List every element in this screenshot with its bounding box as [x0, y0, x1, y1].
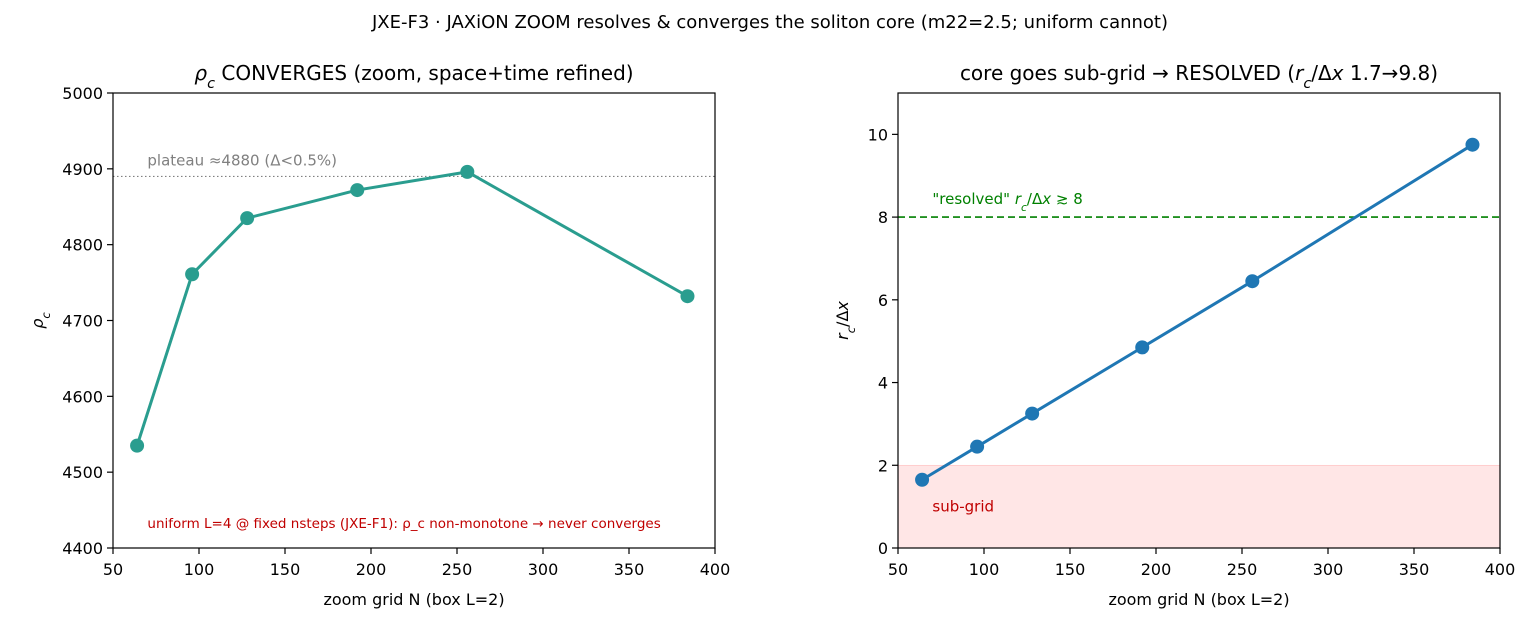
data-point: [185, 267, 200, 282]
x-tick-label: 250: [442, 560, 473, 579]
y-tick-label: 2: [878, 456, 888, 475]
y-axis-label: rc​/Δx: [833, 301, 858, 340]
shaded-region: [897, 464, 1501, 549]
y-tick-label: 10: [868, 125, 888, 144]
x-tick-label: 350: [1399, 560, 1430, 579]
annotation: uniform L=4 @ fixed nsteps (JXE-F1): ρ_c…: [147, 516, 660, 532]
x-tick-label: 150: [270, 560, 301, 579]
y-tick-label: 4: [878, 374, 888, 393]
x-tick-label: 50: [103, 560, 123, 579]
y-tick-label: 4400: [62, 539, 103, 558]
y-tick-label: 6: [878, 291, 888, 310]
x-tick-label: 400: [1485, 560, 1516, 579]
x-tick-label: 300: [1313, 560, 1344, 579]
y-tick-label: 0: [878, 539, 888, 558]
data-point: [680, 289, 695, 304]
data-point: [350, 183, 365, 198]
data-point: [130, 438, 145, 453]
data-point: [1465, 137, 1480, 152]
data-point: [460, 164, 475, 179]
y-axis-label: ρc​: [28, 312, 53, 329]
y-tick-label: 4500: [62, 463, 103, 482]
data-point: [1135, 340, 1150, 355]
x-tick-label: 350: [614, 560, 645, 579]
series-line: [135, 170, 689, 447]
x-tick-label: 50: [888, 560, 908, 579]
y-tick-label: 4800: [62, 236, 103, 255]
data-point: [1245, 274, 1260, 289]
chart-title: core goes sub-grid → RESOLVED (rc​/Δx 1.…: [960, 61, 1438, 92]
x-tick-label: 200: [1141, 560, 1172, 579]
chart-title: ρc​ CONVERGES (zoom, space+time refined): [194, 61, 633, 92]
x-axis-label: zoom grid N (box L=2): [1108, 590, 1289, 609]
x-tick-label: 200: [356, 560, 387, 579]
x-axis-label: zoom grid N (box L=2): [323, 590, 504, 609]
x-tick-label: 100: [969, 560, 1000, 579]
y-tick-label: 8: [878, 208, 888, 227]
data-point: [970, 439, 985, 454]
reference-line-label: plateau ≈4880 (Δ<0.5%): [147, 151, 337, 169]
x-tick-label: 100: [184, 560, 215, 579]
y-tick-label: 4700: [62, 312, 103, 331]
data-point: [240, 211, 255, 226]
x-tick-label: 250: [1227, 560, 1258, 579]
plot-frame: [897, 92, 1501, 549]
reference-line-label: "resolved" rc​/Δx ≳ 8: [932, 190, 1082, 214]
x-tick-label: 400: [700, 560, 731, 579]
figure-title: JXE-F3 · JAXiON ZOOM resolves & converge…: [371, 12, 1168, 33]
data-point: [915, 472, 930, 487]
left-chart: plateau ≈4880 (Δ<0.5%) uniform L=4 @ fixe…: [28, 61, 730, 609]
data-point: [1025, 406, 1040, 421]
x-tick-label: 150: [1055, 560, 1086, 579]
y-tick-label: 5000: [62, 84, 103, 103]
shaded-region-label: sub-grid: [932, 498, 994, 516]
x-tick-label: 300: [528, 560, 559, 579]
y-tick-label: 4600: [62, 387, 103, 406]
right-chart: sub-grid"resolved" rc​/Δx ≳ 850100150200…: [833, 61, 1515, 609]
series-line: [921, 143, 1474, 482]
y-tick-label: 4900: [62, 160, 103, 179]
